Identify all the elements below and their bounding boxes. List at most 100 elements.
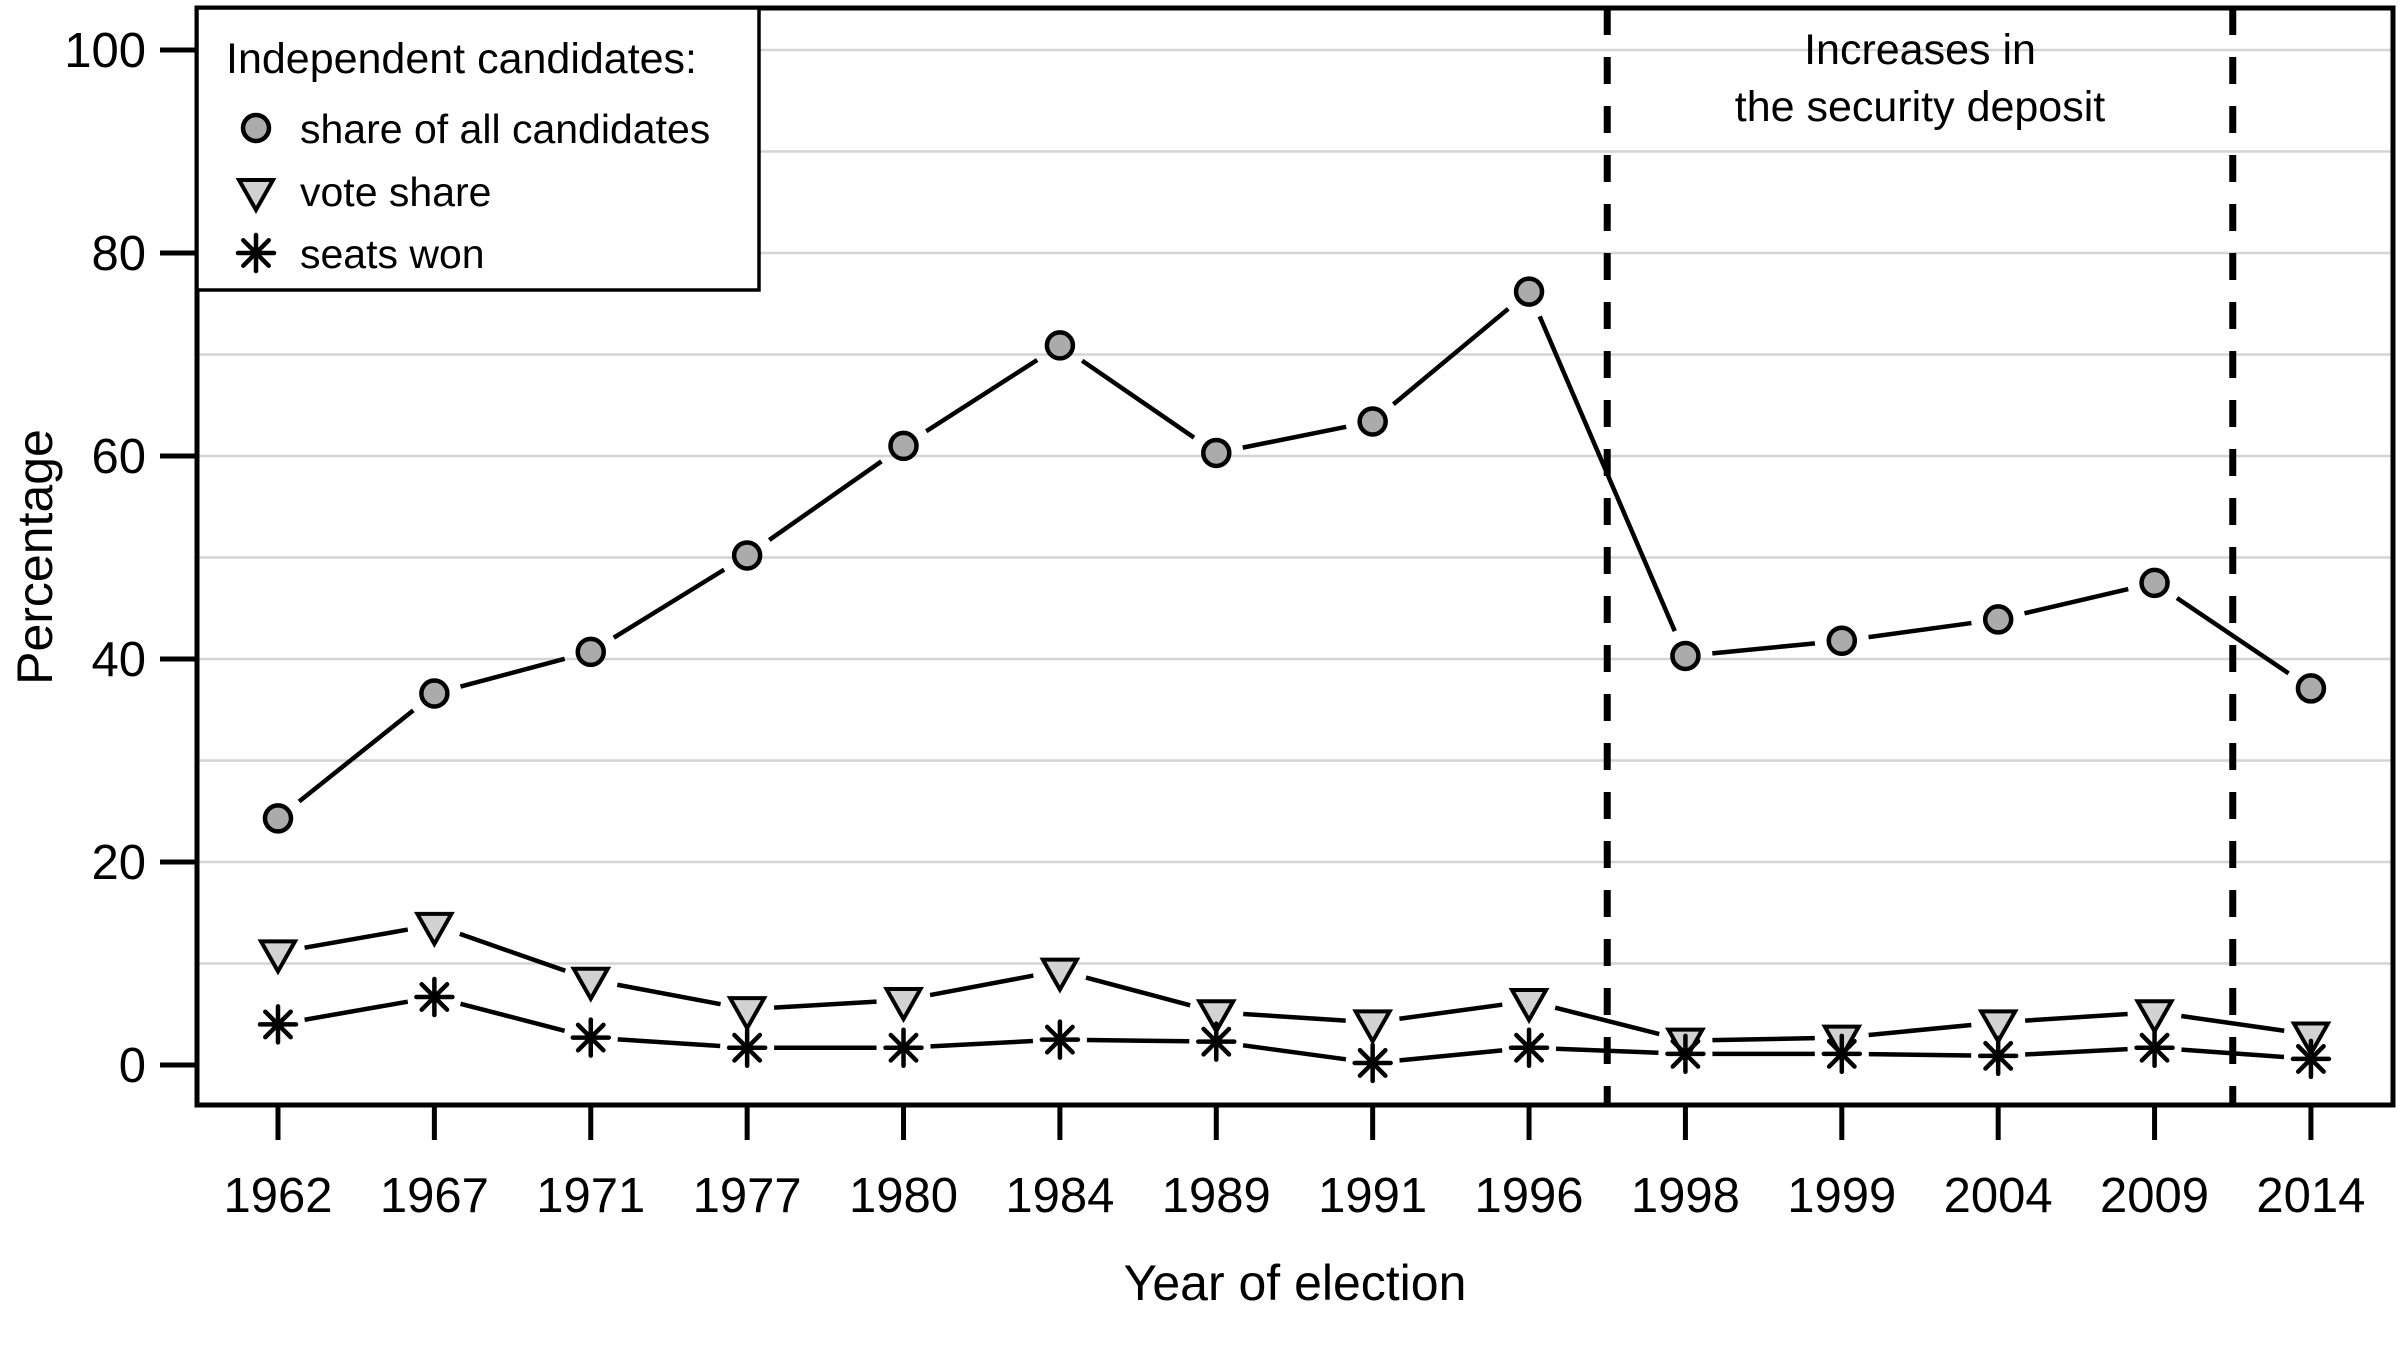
x-tick-label: 2004 (1944, 1169, 2053, 1223)
series-segment (459, 1001, 566, 1033)
triangle-down-marker (1195, 999, 1237, 1036)
annotation-line-1: Increases in (1804, 26, 2036, 74)
triangle-down-marker (570, 966, 612, 1003)
series-segment (1555, 1046, 1659, 1056)
series-segment (1242, 1043, 1347, 1062)
y-tick-label: 60 (91, 430, 146, 484)
x-tick-label: 1998 (1631, 1169, 1740, 1223)
asterisk-stroke (1983, 1040, 2014, 1071)
asterisk-marker (414, 976, 455, 1018)
series-segment (612, 567, 726, 640)
series-segment (1242, 424, 1347, 450)
x-tick-label: 1977 (693, 1169, 802, 1223)
y-tick-label: 40 (91, 633, 146, 687)
asterisk-stroke (2139, 1032, 2170, 1063)
series-lines (297, 307, 2290, 1063)
series-segment (1554, 1005, 1660, 1037)
series-segment (930, 1038, 1034, 1049)
series-segment (929, 973, 1034, 998)
asterisk-stroke (2295, 1043, 2326, 1074)
series-segment (1080, 358, 1196, 440)
asterisk-marker (883, 1027, 924, 1068)
series-segment (2023, 586, 2129, 616)
circle-marker (1826, 625, 1858, 656)
series-segment (2181, 1047, 2285, 1060)
circle-marker (575, 636, 607, 668)
series-segment (304, 927, 409, 950)
x-tick-label: 1962 (223, 1169, 332, 1223)
series-segment (767, 459, 883, 542)
asterisk-marker (1352, 1042, 1393, 1084)
asterisk-stroke (1826, 1038, 1857, 1069)
asterisk-stroke (732, 1032, 763, 1063)
triangle-down-marker (2134, 999, 2175, 1036)
asterisk-marker (2290, 1038, 2332, 1080)
circle-marker (888, 430, 919, 462)
legend-item-label: vote share (300, 169, 491, 215)
triangle-down-marker (726, 996, 768, 1033)
series-segment (2175, 596, 2290, 676)
x-tick-label: 1967 (380, 1169, 489, 1223)
asterisk-marker (235, 232, 277, 274)
series-segment (1399, 1002, 1503, 1021)
series-segment (459, 656, 566, 689)
triangle-down-marker (1039, 957, 1081, 994)
triangle-down-marker (1508, 988, 1550, 1025)
circle-marker (240, 112, 272, 144)
asterisk-stroke (1044, 1024, 1075, 1055)
asterisk-stroke (575, 1022, 606, 1053)
legend-box (195, 6, 761, 292)
asterisk-stroke (263, 1009, 293, 1040)
triangle-down-marker (2290, 1021, 2332, 1058)
circle-marker (1201, 437, 1232, 469)
circle-marker (2139, 567, 2170, 599)
x-tick-label: 1991 (1318, 1169, 1427, 1223)
axes: 0 20 40 60 80 100 1962 1967 1971 1977 1980 1984 1989… (64, 24, 2365, 1223)
series-segment (616, 982, 722, 1007)
series-segment (773, 999, 877, 1010)
asterisk-stroke (1514, 1032, 1544, 1063)
series-segment (2180, 1013, 2285, 1033)
series-segment (1868, 1022, 1972, 1038)
legend-item-label: seats won (300, 231, 485, 277)
x-tick-label: 1984 (1005, 1169, 1114, 1223)
reference-dashed-lines (1603, 8, 2237, 1105)
circle-marker (2295, 673, 2327, 704)
asterisk-stroke (888, 1032, 919, 1063)
series-segment (1243, 1011, 1346, 1023)
plot-border (194, 5, 2396, 1108)
triangle-down-marker (235, 178, 277, 215)
x-tick-label: 1996 (1475, 1169, 1584, 1223)
series-segment (1868, 620, 1972, 640)
circle-marker (262, 803, 294, 834)
legend-item: seats won (235, 231, 485, 277)
triangle-down-marker (1977, 1009, 2019, 1046)
x-tick-label: 1999 (1787, 1169, 1896, 1223)
x-tick-label: 1971 (536, 1169, 645, 1223)
asterisk-stroke (1201, 1026, 1232, 1057)
annotation-line-2: the security deposit (1735, 83, 2106, 131)
circle-marker (419, 678, 450, 709)
annotation-security-deposit: Increases in the security deposit (1735, 26, 2106, 131)
circle-marker (1044, 330, 1076, 361)
x-tick-label: 1980 (849, 1169, 958, 1223)
x-tick-label: 2014 (2256, 1169, 2365, 1223)
legend-title: Independent candidates: (226, 35, 697, 83)
legend: Independent candidates: share of all can… (195, 6, 761, 292)
legend-item: vote share (235, 169, 491, 215)
asterisk-stroke (241, 238, 271, 268)
y-axis-title: Percentage (7, 429, 63, 685)
series-segment (1537, 315, 1677, 633)
series-markers (257, 276, 2332, 1084)
series-segment (2025, 1046, 2128, 1057)
asterisk-marker (1039, 1019, 1081, 1060)
asterisk-marker (2134, 1027, 2175, 1068)
series-segment (1868, 1051, 1972, 1058)
asterisk-stroke (419, 982, 450, 1012)
circle-marker (1357, 406, 1388, 437)
y-tick-label: 0 (119, 1039, 146, 1093)
circle-marker (1513, 276, 1545, 307)
y-tick-label: 80 (91, 227, 146, 281)
asterisk-stroke (1357, 1048, 1388, 1078)
